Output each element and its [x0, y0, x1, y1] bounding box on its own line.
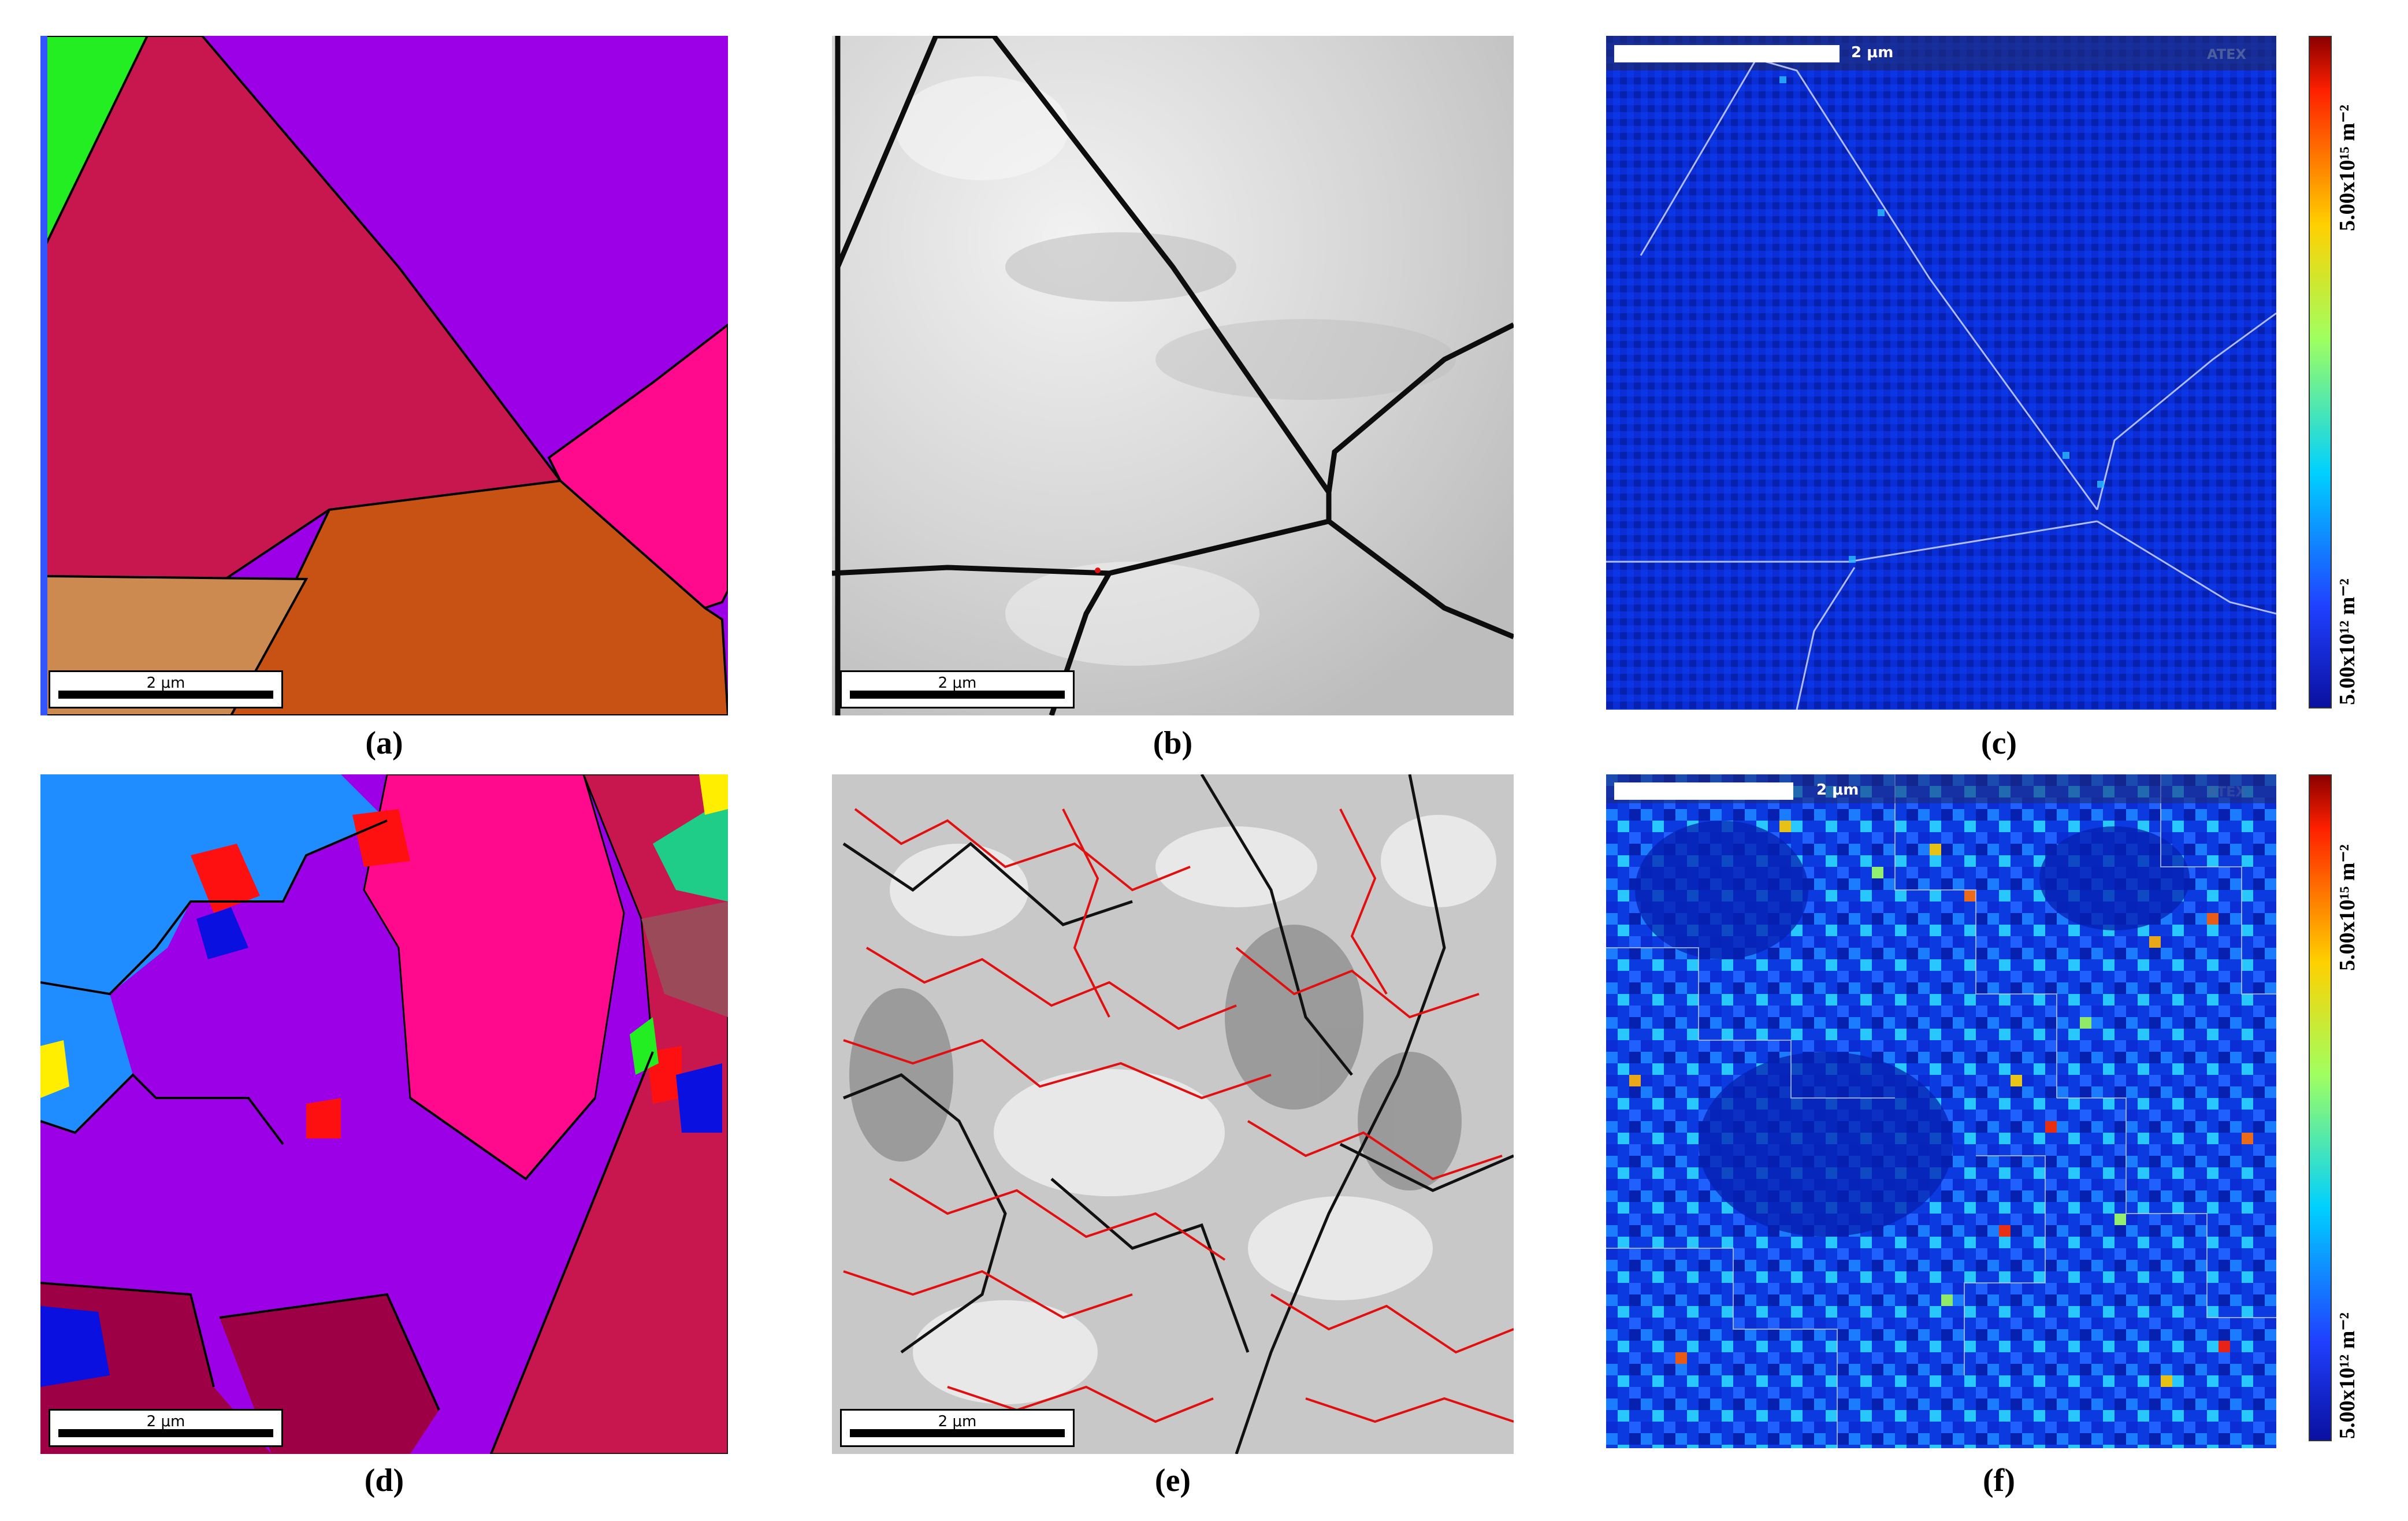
software-watermark: ATEX: [2207, 46, 2246, 62]
caption-c: (c): [1980, 725, 2017, 761]
caption-a: (a): [365, 725, 403, 761]
colorbar-min-label: 5.00x10¹² m⁻²: [2335, 578, 2359, 705]
software-watermark: ATEX: [2207, 784, 2246, 800]
scale-bar-d: 2 μm: [49, 1409, 283, 1447]
caption-b: (b): [1153, 725, 1193, 761]
caption-f: (f): [1983, 1463, 2015, 1498]
gnd-map-c: [1606, 36, 2276, 710]
scale-bar-label: 2 μm: [1851, 44, 1894, 61]
scale-bar-label: 2 μm: [938, 674, 977, 692]
scale-bar-label: 2 μm: [1816, 781, 1859, 799]
orientation-map-a: [40, 36, 728, 715]
colorbar-max-label: 5.00x10¹⁵ m⁻²: [2335, 105, 2359, 231]
colorbar-c: [2309, 36, 2332, 708]
panel-d-orientation-map: 2 μm: [40, 774, 728, 1454]
scale-bar-f: [1614, 782, 1793, 800]
scale-bar-label: 2 μm: [146, 674, 185, 692]
gnd-map-f: [1606, 774, 2276, 1448]
panel-c-gnd-map: 2 μm ATEX: [1606, 36, 2276, 710]
panel-b-band-contrast-map: 2 μm: [832, 36, 1514, 715]
caption-d: (d): [364, 1463, 404, 1498]
panel-a-orientation-map: 2 μm: [40, 36, 728, 715]
colorbar-max-label: 5.00x10¹⁵ m⁻²: [2335, 844, 2359, 971]
band-contrast-map-b: [832, 36, 1514, 715]
colorbar-min-label: 5.00x10¹² m⁻²: [2335, 1312, 2359, 1439]
scale-bar-c: [1614, 45, 1840, 62]
panel-f-gnd-map: 2 μm ATEX: [1606, 774, 2276, 1448]
scale-bar-b: 2 μm: [840, 670, 1075, 708]
scale-bar-e: 2 μm: [840, 1409, 1075, 1447]
orientation-map-d: [40, 774, 728, 1454]
band-contrast-map-e: [832, 774, 1514, 1454]
caption-e: (e): [1154, 1463, 1191, 1498]
panel-e-band-contrast-map: 2 μm: [832, 774, 1514, 1454]
scale-bar-a: 2 μm: [49, 670, 283, 708]
colorbar-f: [2309, 774, 2332, 1441]
scale-bar-label: 2 μm: [938, 1413, 977, 1430]
scale-bar-label: 2 μm: [146, 1413, 185, 1430]
